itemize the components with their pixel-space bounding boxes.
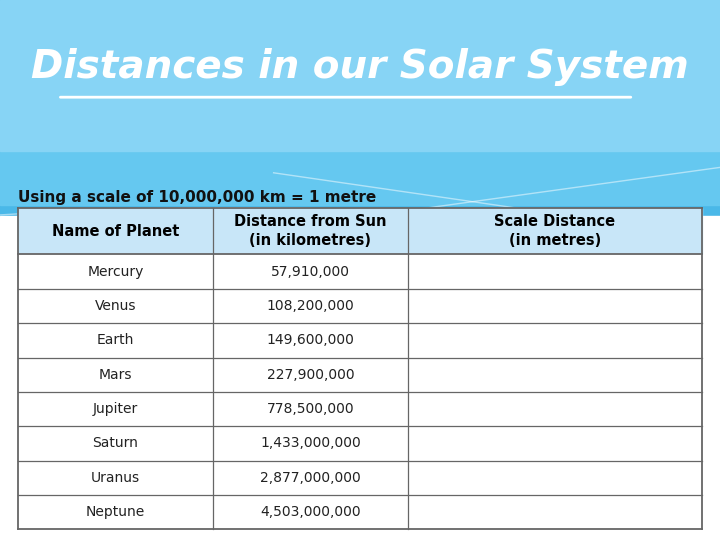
Bar (18, 357, 702, 392)
Text: 2,877,000,000: 2,877,000,000 (260, 471, 361, 485)
Bar (18, 289, 702, 323)
Text: Neptune: Neptune (86, 505, 145, 519)
Text: (in kilometres): (in kilometres) (249, 233, 372, 248)
Text: Earth: Earth (96, 333, 134, 347)
Text: Jupiter: Jupiter (93, 402, 138, 416)
Text: 149,600,000: 149,600,000 (266, 333, 354, 347)
Bar (18, 495, 702, 529)
Bar (18, 426, 702, 461)
Bar (18, 208, 702, 254)
Bar (0, 0, 720, 243)
Text: Uranus: Uranus (91, 471, 140, 485)
Text: Mercury: Mercury (87, 265, 144, 279)
Bar (18, 254, 702, 289)
Bar (18, 323, 702, 357)
Text: 4,503,000,000: 4,503,000,000 (260, 505, 361, 519)
Text: Scale Distance: Scale Distance (495, 214, 616, 229)
Bar (0, 0, 720, 151)
Text: Mars: Mars (99, 368, 132, 382)
Text: Name of Planet: Name of Planet (52, 224, 179, 239)
Text: Distances in our Solar System: Distances in our Solar System (31, 49, 689, 86)
Text: (in metres): (in metres) (509, 233, 601, 248)
Text: Distance from Sun: Distance from Sun (234, 214, 387, 229)
Text: 227,900,000: 227,900,000 (266, 368, 354, 382)
Bar (18, 392, 702, 426)
Text: Venus: Venus (95, 299, 136, 313)
Bar (0, 216, 720, 540)
Text: 1,433,000,000: 1,433,000,000 (260, 436, 361, 450)
Text: Saturn: Saturn (93, 436, 138, 450)
Bar (0, 0, 720, 205)
Text: Using a scale of 10,000,000 km = 1 metre: Using a scale of 10,000,000 km = 1 metre (18, 190, 377, 205)
Text: 108,200,000: 108,200,000 (266, 299, 354, 313)
Bar (18, 461, 702, 495)
Text: 778,500,000: 778,500,000 (266, 402, 354, 416)
Text: 57,910,000: 57,910,000 (271, 265, 350, 279)
